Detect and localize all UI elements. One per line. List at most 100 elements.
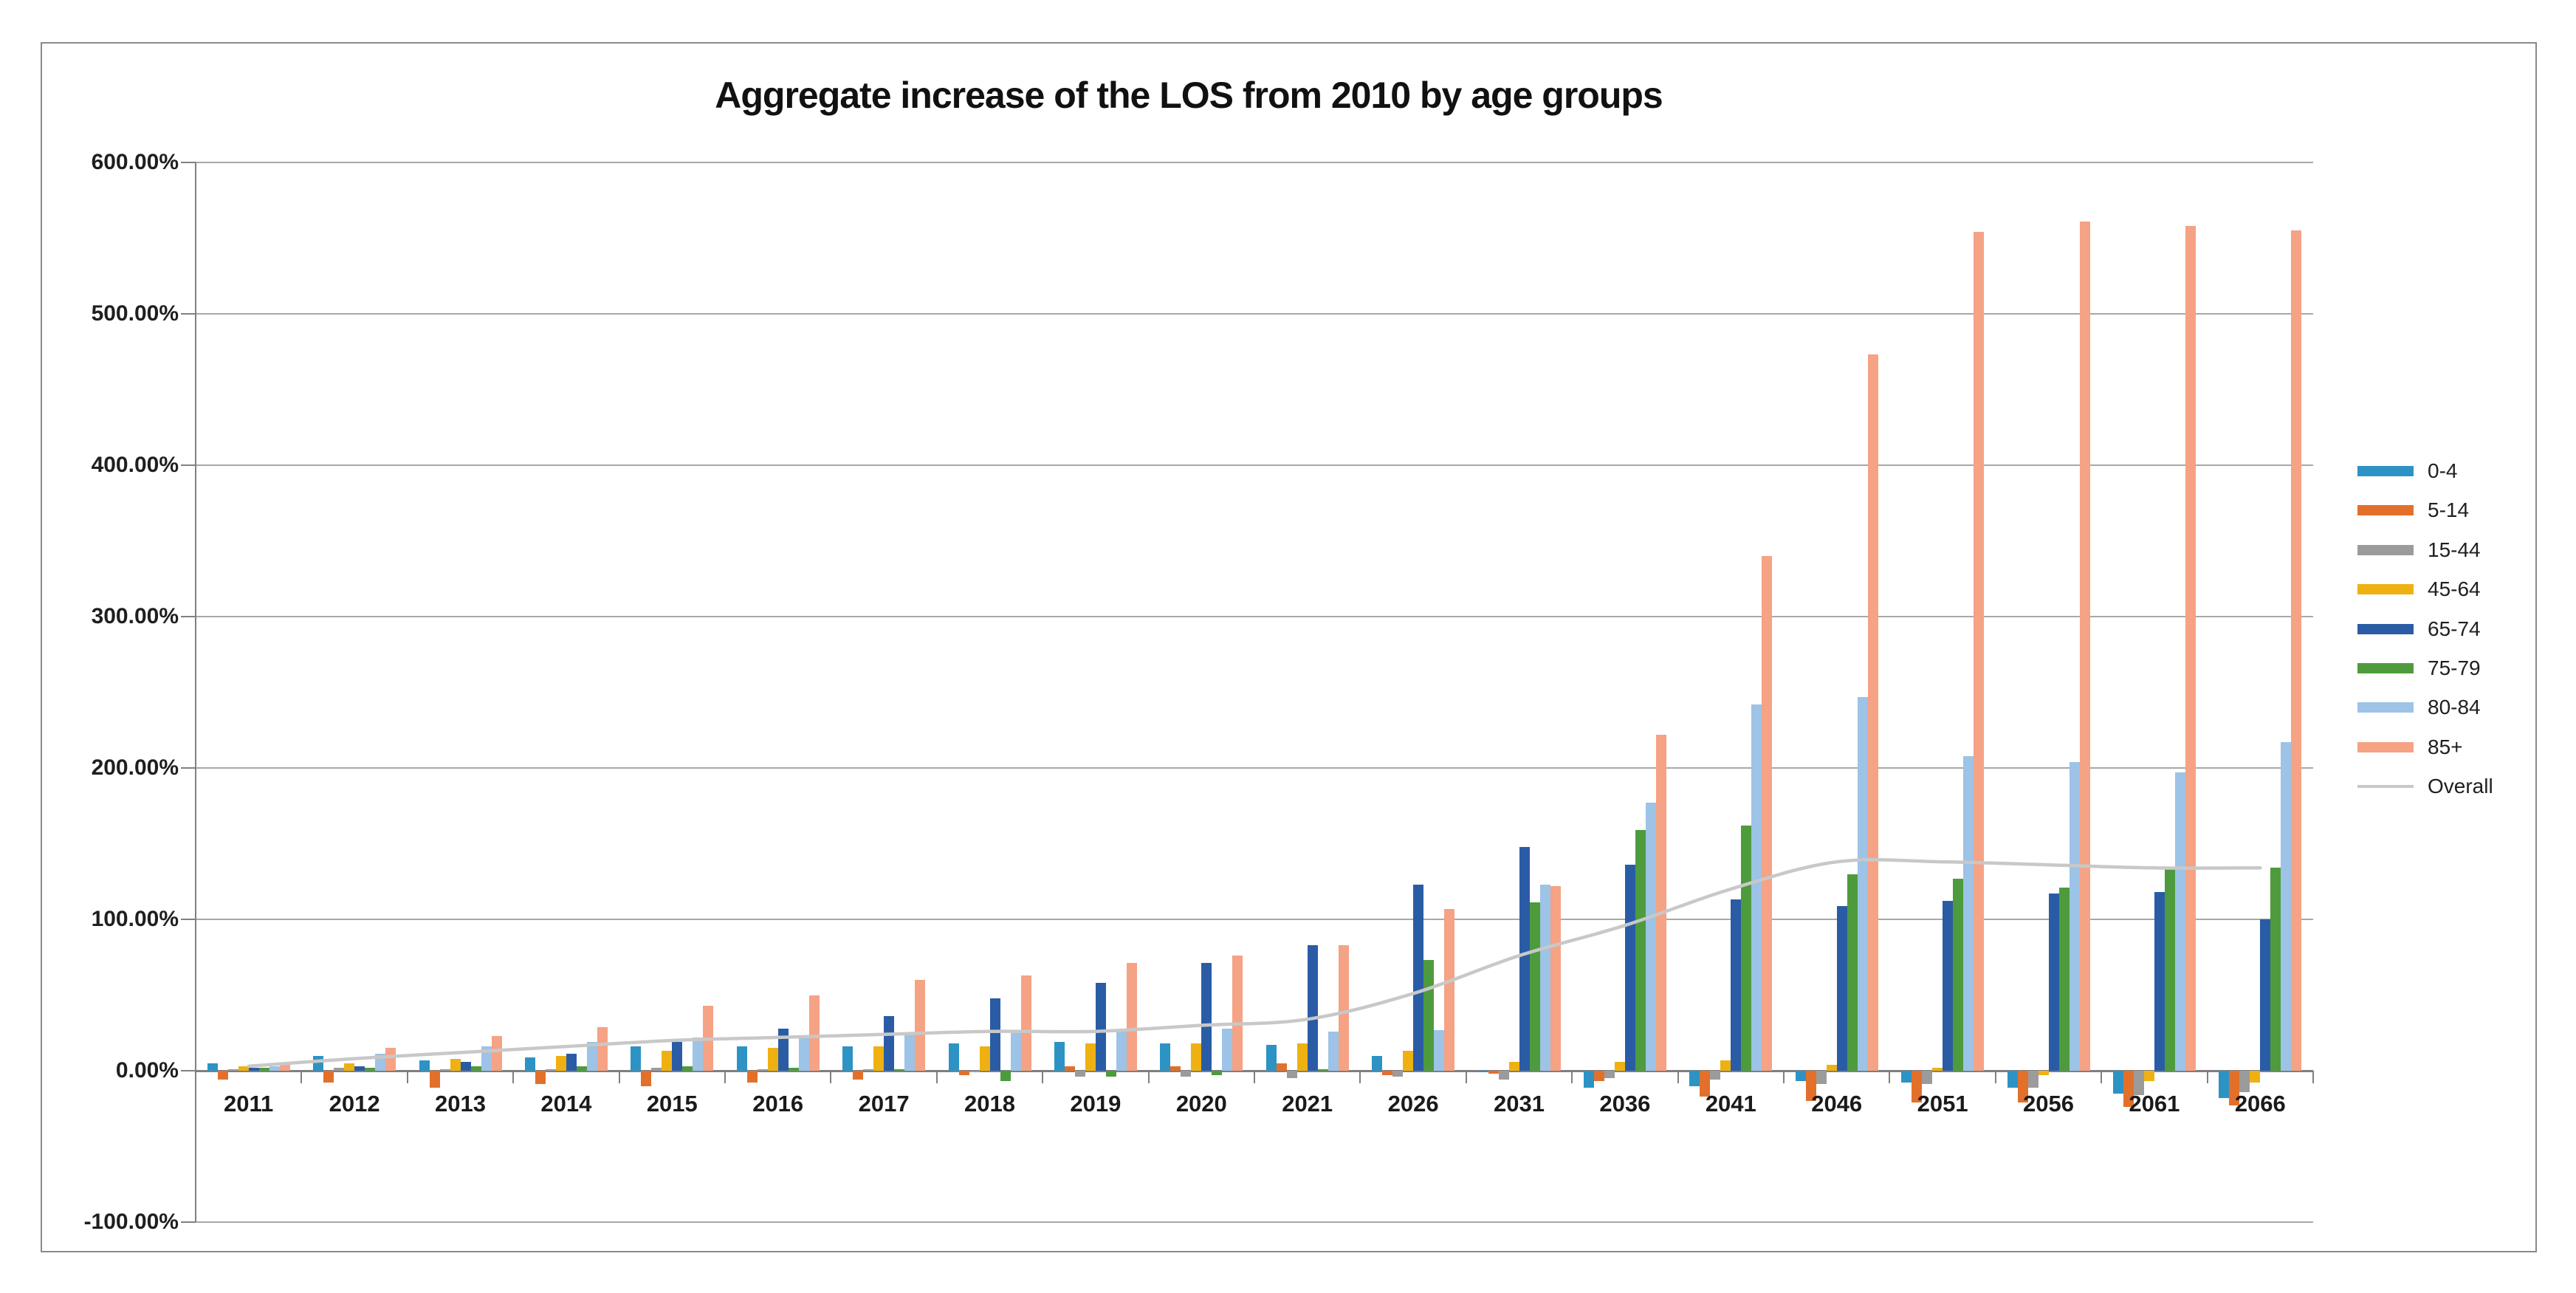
bar-15-44-2013 [439,1069,450,1071]
y-axis-tick [181,919,196,920]
bar-65-74-2012 [354,1066,365,1071]
x-axis-tick [1571,1071,1573,1083]
bar-65-74-2019 [1095,983,1106,1071]
bar-80-84-2056 [2069,761,2080,1071]
bar-0-4-2016 [736,1046,747,1071]
bar-85+-2013 [491,1035,502,1071]
bar-75-79-2019 [1105,1071,1116,1077]
bar-75-79-2041 [1741,825,1752,1071]
bar-85+-2018 [1020,975,1031,1071]
bar-80-84-2066 [2281,742,2292,1071]
bar-45-64-2018 [979,1046,990,1071]
bar-85+-2036 [1655,734,1666,1071]
bar-85+-2031 [1550,885,1561,1071]
bar-85+-2017 [915,980,926,1071]
bar-5-14-2016 [746,1071,758,1083]
bar-80-84-2016 [798,1037,809,1071]
bar-85+-2021 [1338,944,1349,1071]
bar-15-44-2056 [2027,1071,2039,1088]
bar-65-74-2013 [460,1061,471,1071]
bar-45-64-2066 [2250,1071,2261,1083]
bar-65-74-2056 [2048,894,2059,1071]
bar-85+-2020 [1232,956,1243,1071]
gridline [196,767,2313,769]
bar-0-4-2019 [1054,1042,1065,1071]
legend-label: 5-14 [2428,498,2470,522]
bar-80-84-2061 [2174,772,2185,1071]
bar-80-84-2046 [1857,696,1868,1071]
bar-45-64-2019 [1085,1043,1096,1071]
bar-45-64-2016 [767,1048,778,1071]
bar-15-44-2021 [1286,1071,1297,1079]
bar-0-4-2051 [1901,1071,1912,1083]
legend-swatch-5-14 [2357,505,2414,516]
bar-45-64-2046 [1826,1064,1837,1071]
bar-15-44-2066 [2239,1071,2250,1092]
gridline [196,616,2313,617]
y-axis-tick [181,616,196,617]
bar-65-74-2021 [1307,944,1318,1071]
legend-item-0-4: 0-4 [2357,456,2572,486]
bar-15-44-2036 [1604,1071,1615,1079]
bar-65-74-2066 [2260,919,2271,1071]
bar-5-14-2018 [958,1071,969,1076]
y-axis-line [195,162,196,1222]
bar-65-74-2015 [672,1042,683,1071]
bar-75-79-2036 [1635,830,1646,1071]
x-axis-category-label: 2017 [858,1091,910,1117]
x-axis-tick [406,1071,408,1083]
bar-65-74-2014 [566,1054,577,1071]
bar-65-74-2051 [1943,901,1954,1071]
bar-80-84-2015 [693,1037,704,1071]
bar-0-4-2017 [842,1046,853,1071]
bar-45-64-2015 [662,1051,673,1071]
bar-80-84-2026 [1434,1029,1445,1071]
bar-85+-2056 [2079,221,2090,1071]
bar-5-14-2014 [535,1071,546,1085]
x-axis-tick [935,1071,938,1083]
bar-75-79-2046 [1847,874,1858,1071]
x-axis-tick [1677,1071,1679,1083]
bar-85+-2016 [808,995,820,1071]
bar-15-44-2061 [2133,1071,2144,1095]
bar-45-64-2056 [2038,1071,2049,1076]
y-axis-tick [181,1221,196,1223]
gridline [196,1221,2313,1223]
legend-item-80-84: 80-84 [2357,693,2572,722]
x-axis-tick [2312,1071,2314,1083]
x-axis-category-label: 2016 [752,1091,804,1117]
bar-80-84-2019 [1116,1029,1127,1071]
x-axis-tick [1147,1071,1150,1083]
y-axis-tick-label: 600.00% [91,150,179,174]
x-axis-tick [1465,1071,1467,1083]
bar-15-44-2031 [1498,1071,1509,1080]
bar-0-4-2056 [2007,1071,2018,1088]
bar-75-79-2018 [1000,1071,1011,1082]
bar-80-84-2051 [1963,755,1974,1071]
bar-45-64-2021 [1296,1043,1308,1071]
x-axis-category-label: 2061 [2129,1091,2180,1117]
bar-5-14-2021 [1276,1063,1287,1071]
x-axis-tick [2206,1071,2208,1083]
bar-75-79-2012 [365,1067,376,1071]
x-axis-tick [1994,1071,1996,1083]
bar-80-84-2017 [904,1032,916,1071]
gridline [196,464,2313,466]
bar-80-84-2013 [481,1046,492,1071]
bar-0-4-2026 [1372,1055,1383,1071]
bar-65-74-2031 [1519,846,1530,1071]
bar-15-44-2018 [969,1071,980,1073]
legend-swatch-75-79 [2357,663,2414,673]
legend-label: 45-64 [2428,577,2481,601]
bar-65-74-2036 [1624,865,1635,1071]
x-axis-category-label: 2014 [540,1091,592,1117]
bar-75-79-2031 [1529,902,1540,1071]
bar-0-4-2021 [1265,1045,1277,1071]
legend-item-15-44: 15-44 [2357,535,2572,565]
bar-15-44-2051 [1922,1071,1933,1085]
bar-75-79-2014 [576,1066,587,1071]
legend-swatch-85+ [2357,741,2414,752]
bar-45-64-2020 [1191,1043,1202,1071]
bar-65-74-2017 [884,1016,895,1071]
